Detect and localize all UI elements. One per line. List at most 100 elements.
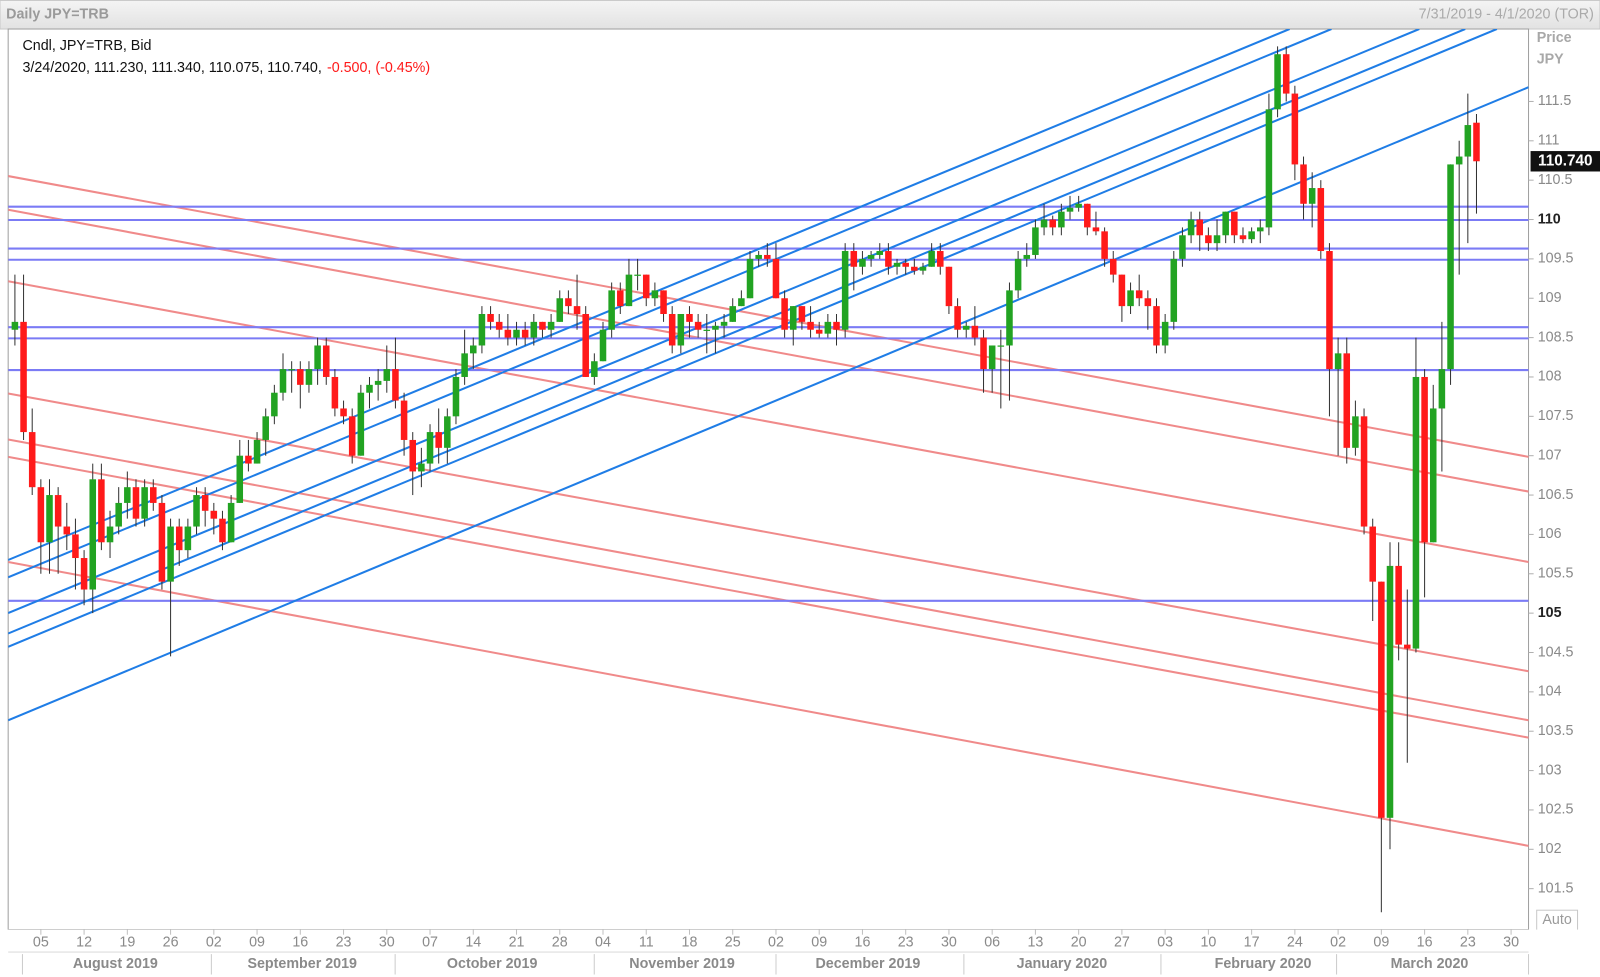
candle-body [686, 313, 693, 322]
candle-body [1343, 353, 1351, 448]
candle-body [634, 274, 641, 276]
candle-body [1231, 211, 1238, 236]
x-tick-label: 04 [595, 935, 611, 951]
candle-body [383, 369, 391, 381]
candle-body [694, 321, 702, 330]
candle-body [1239, 235, 1247, 240]
candle-body [478, 313, 486, 346]
candle-body [1447, 164, 1454, 370]
candle-body [1412, 376, 1420, 649]
x-tick-label: 23 [898, 935, 914, 951]
candle-body [374, 380, 382, 385]
candle-body [911, 266, 918, 271]
candle-body [1144, 298, 1152, 307]
x-tick-label: 02 [206, 935, 222, 951]
candle-body [1291, 93, 1299, 165]
candle-body [115, 502, 122, 527]
y-tick-label: 105.5 [1538, 566, 1574, 582]
last-price-badge [1530, 151, 1600, 172]
candle-body [1282, 54, 1290, 94]
candle-body [1075, 203, 1082, 208]
candle-body [1058, 211, 1065, 228]
blue-trendlines [8, 29, 1529, 722]
candle-body [37, 487, 45, 543]
y-tick-label: 111.5 [1538, 93, 1572, 109]
candle-body [521, 329, 529, 338]
candle-body [236, 455, 244, 503]
month-label: February 2020 [1215, 956, 1312, 972]
y-axis-label: Price [1537, 30, 1572, 46]
candle-body [271, 392, 278, 417]
y-tick-label: 109 [1538, 290, 1562, 306]
candle-body [971, 325, 979, 338]
candle-body [80, 558, 88, 590]
candle-body [677, 313, 685, 346]
candle-body [893, 262, 901, 267]
candle-body [1006, 290, 1013, 346]
candle-body [1265, 109, 1273, 228]
candle-body [824, 321, 832, 334]
legend-title: Cndl, JPY=TRB, Bid [22, 38, 151, 54]
candle-body [599, 329, 607, 362]
candle-body [1196, 219, 1204, 236]
candle-body [193, 495, 200, 527]
trendline [8, 438, 1529, 722]
candle-body [167, 526, 174, 582]
auto-label[interactable]: Auto [1542, 912, 1571, 928]
month-label: November 2019 [629, 956, 735, 972]
candle-body [1429, 408, 1437, 543]
trendline [8, 29, 1420, 615]
candle-body [1352, 416, 1359, 448]
y-tick-label: 108.5 [1538, 329, 1574, 345]
candle-body [539, 321, 546, 330]
candle-body [1109, 258, 1117, 275]
x-tick-label: 09 [249, 935, 265, 951]
candle-body [1395, 565, 1402, 645]
candle-body [1334, 353, 1342, 370]
candle-body [547, 321, 555, 330]
candle-body [357, 392, 365, 456]
candle-body [980, 337, 987, 370]
y-tick-label: 108 [1538, 369, 1562, 385]
candle-body [106, 526, 114, 543]
y-tick-label: 111 [1538, 133, 1560, 149]
legend-values: 3/24/2020, 111.230, 111.340, 110.075, 11… [22, 60, 430, 76]
candle-body [487, 313, 494, 322]
x-tick-label: 26 [163, 935, 179, 951]
x-tick-label: 19 [119, 935, 135, 951]
x-tick-label: 06 [984, 935, 1000, 951]
plot-area [7, 28, 1530, 931]
candle-body [1464, 125, 1472, 157]
legend-change: -0.500, (-0.45%) [327, 60, 430, 76]
trendline [8, 29, 1332, 579]
candle-body [885, 251, 892, 267]
y-tick-label: 103 [1538, 762, 1562, 778]
y-tick-label: 107 [1538, 447, 1562, 463]
candle-body [867, 254, 875, 259]
candle-body [1300, 164, 1307, 204]
candle-body [850, 251, 858, 267]
candle-body [1404, 644, 1411, 649]
candle-body [1187, 219, 1195, 236]
candle-body [11, 321, 19, 330]
candle-body [297, 369, 304, 385]
candle-body [141, 487, 148, 519]
candle-body [1066, 207, 1074, 212]
trendline [8, 29, 1498, 648]
candle-body [461, 353, 468, 377]
x-tick-label: 24 [1287, 935, 1303, 951]
x-tick-label: 07 [422, 935, 438, 951]
candle-body [132, 487, 140, 519]
month-separators [21, 954, 1530, 975]
x-tick-label: 16 [855, 935, 871, 951]
candle-body [712, 325, 719, 330]
candle-body [409, 439, 416, 472]
x-tick-label: 03 [1157, 935, 1173, 951]
candle-body [772, 258, 780, 299]
candle-body [720, 321, 728, 326]
candle-body [1386, 565, 1394, 818]
x-tick-label: 16 [292, 935, 308, 951]
candle-body [919, 266, 927, 271]
